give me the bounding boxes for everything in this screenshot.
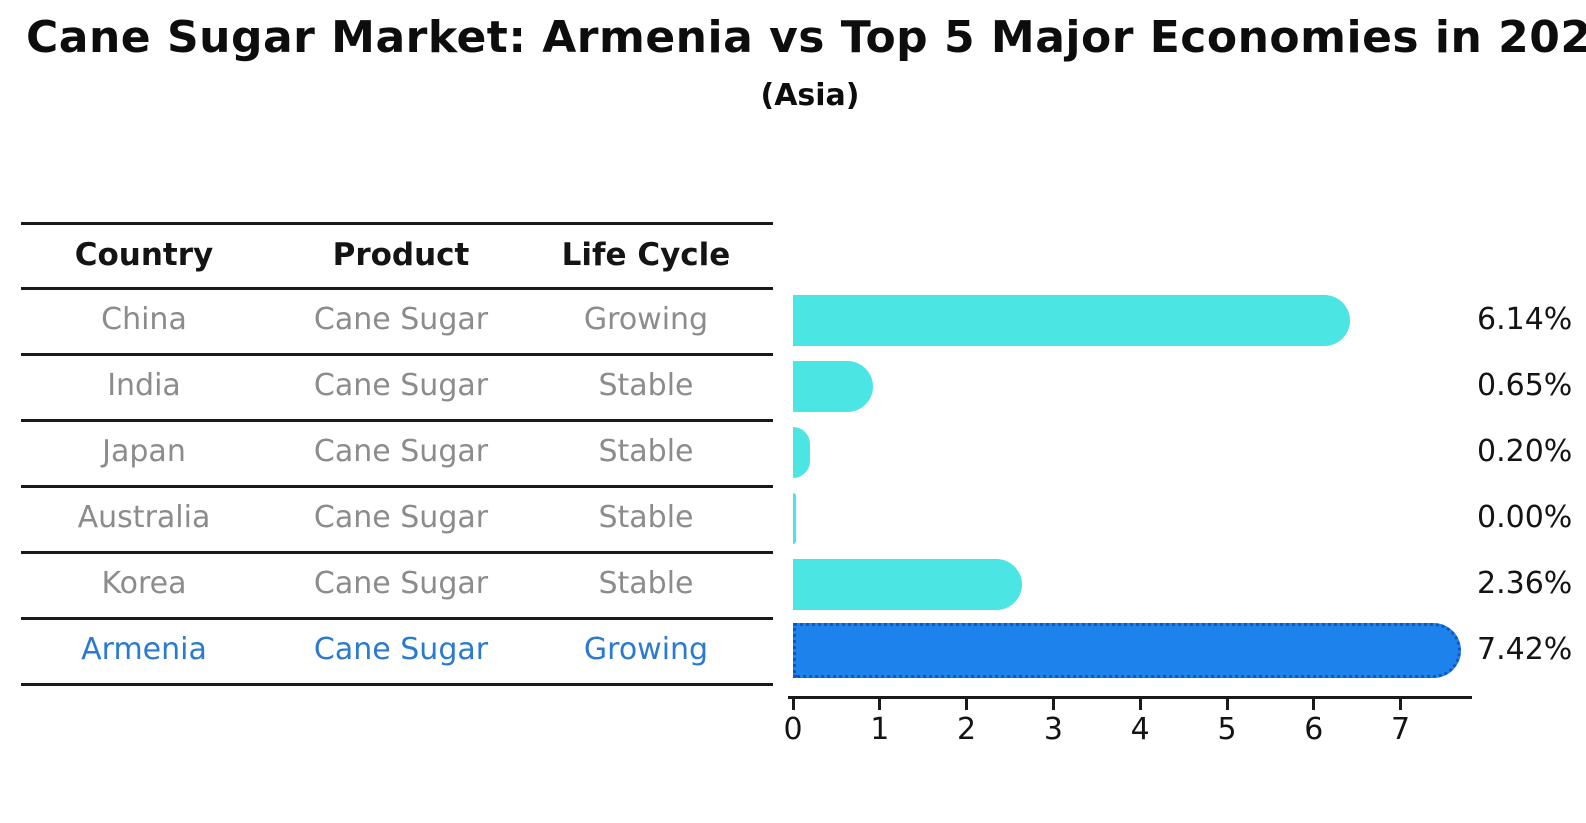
bar-australia xyxy=(793,493,796,544)
table-cell-country: India xyxy=(107,368,181,403)
table-cell-life-cycle: Stable xyxy=(598,566,694,601)
table-cell-product: Cane Sugar xyxy=(313,368,489,403)
value-label-korea: 2.36% xyxy=(1477,566,1573,601)
x-tick xyxy=(965,696,969,710)
bar-armenia xyxy=(793,623,1461,678)
x-tick-label: 0 xyxy=(783,712,803,747)
chart-title: Cane Sugar Market: Armenia vs Top 5 Majo… xyxy=(26,12,1586,63)
table-cell-product: Cane Sugar xyxy=(313,566,489,601)
x-tick-label: 3 xyxy=(1043,712,1063,747)
bar-india xyxy=(793,361,873,412)
value-label-china: 6.14% xyxy=(1477,302,1573,337)
table-cell-life-cycle: Growing xyxy=(583,632,709,667)
value-label-japan: 0.20% xyxy=(1477,434,1573,469)
x-tick-label: 5 xyxy=(1217,712,1237,747)
table-line xyxy=(21,419,773,422)
table-cell-life-cycle: Stable xyxy=(598,500,694,535)
table-cell-product: Cane Sugar xyxy=(313,500,489,535)
table-cell-life-cycle: Stable xyxy=(598,434,694,469)
table-line xyxy=(21,222,773,225)
table-cell-life-cycle: Stable xyxy=(598,368,694,403)
table-cell-country: Australia xyxy=(77,500,211,535)
x-tick xyxy=(1312,696,1316,710)
x-tick xyxy=(1138,696,1142,710)
table-line xyxy=(21,287,773,290)
value-label-armenia: 7.42% xyxy=(1477,632,1573,667)
table-line xyxy=(21,683,773,686)
bar-japan xyxy=(793,427,810,478)
x-tick-label: 2 xyxy=(957,712,977,747)
table-cell-product: Cane Sugar xyxy=(313,434,489,469)
table-cell-country: Korea xyxy=(101,566,187,601)
table-cell-country: Armenia xyxy=(81,632,207,667)
x-tick xyxy=(1399,696,1403,710)
bar-china xyxy=(793,295,1350,346)
x-tick xyxy=(1051,696,1055,710)
value-label-australia: 0.00% xyxy=(1477,500,1573,535)
table-line xyxy=(21,617,773,620)
table-cell-country: Japan xyxy=(102,434,186,469)
table-header-product: Product xyxy=(332,237,470,273)
x-tick xyxy=(878,696,882,710)
value-label-india: 0.65% xyxy=(1477,368,1573,403)
x-axis-line xyxy=(788,696,1472,699)
bar-korea xyxy=(793,559,1022,610)
table-line xyxy=(21,551,773,554)
table-line xyxy=(21,485,773,488)
x-tick-label: 7 xyxy=(1391,712,1411,747)
table-header-country: Country xyxy=(74,237,214,273)
table-cell-product: Cane Sugar xyxy=(313,302,489,337)
table-cell-country: China xyxy=(101,302,187,337)
x-tick xyxy=(1225,696,1229,710)
table-line xyxy=(21,353,773,356)
x-tick-label: 6 xyxy=(1304,712,1324,747)
x-tick-label: 4 xyxy=(1130,712,1150,747)
x-tick-label: 1 xyxy=(870,712,890,747)
table-cell-life-cycle: Growing xyxy=(583,302,709,337)
table-cell-product: Cane Sugar xyxy=(313,632,489,667)
table-header-life-cycle: Life Cycle xyxy=(561,237,731,273)
x-tick xyxy=(791,696,795,710)
chart-subtitle: (Asia) xyxy=(760,78,860,113)
